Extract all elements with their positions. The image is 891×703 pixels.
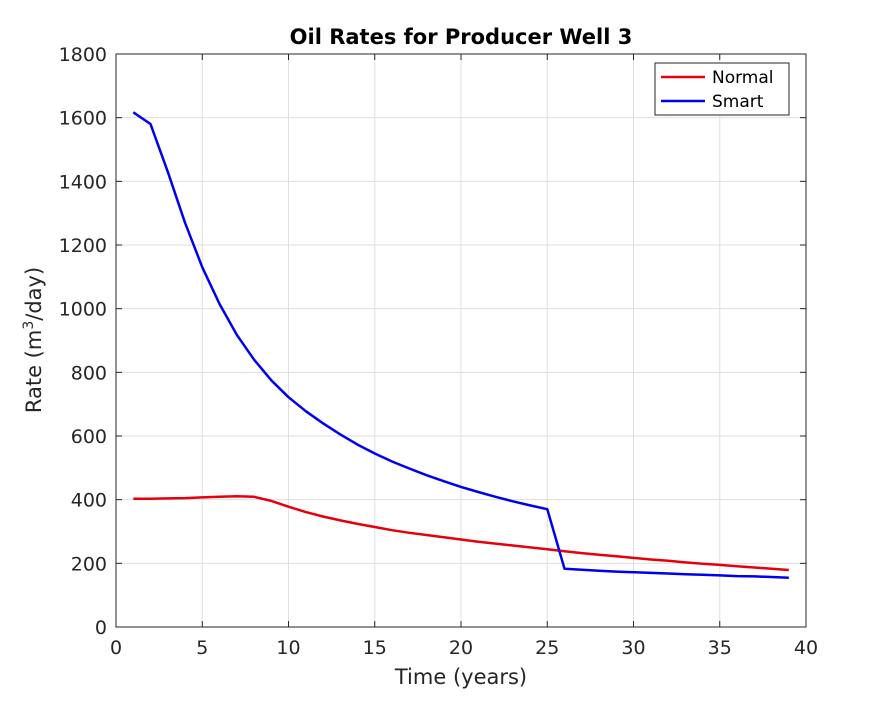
y-tick-label: 800 — [71, 362, 107, 384]
y-tick-label: 1400 — [59, 171, 107, 193]
x-tick-label: 20 — [449, 637, 473, 659]
x-tick-label: 35 — [708, 637, 732, 659]
x-tick-label: 25 — [535, 637, 559, 659]
series-lines — [132, 111, 789, 579]
y-axis-label: Rate (m3/day) — [21, 267, 46, 413]
x-tick-label: 15 — [363, 637, 387, 659]
legend-label-normal: Normal — [712, 68, 774, 88]
grid-lines — [116, 54, 806, 627]
x-tick-label: 5 — [196, 637, 208, 659]
x-tick-label: 30 — [621, 637, 645, 659]
y-tick-label: 400 — [71, 490, 107, 512]
y-tick-label: 200 — [71, 553, 107, 575]
y-tick-label: 1600 — [59, 108, 107, 130]
x-axis-label: Time (years) — [394, 665, 527, 689]
legend: Normal Smart — [654, 62, 790, 116]
chart-title: Oil Rates for Producer Well 3 — [290, 25, 633, 49]
x-tick-label: 10 — [276, 637, 300, 659]
y-tick-label: 0 — [95, 617, 107, 639]
y-tick-label: 1800 — [59, 44, 107, 66]
y-tick-label: 600 — [71, 426, 107, 448]
y-tick-label: 1000 — [59, 299, 107, 321]
series-line-smart — [132, 111, 789, 579]
series-line-normal — [133, 494, 789, 572]
legend-label-smart: Smart — [712, 92, 764, 112]
y-tick-label: 1200 — [59, 235, 107, 257]
legend-box — [654, 62, 790, 116]
x-tick-label: 0 — [110, 637, 122, 659]
x-tick-label: 40 — [794, 637, 818, 659]
axis-ticks: 0 5 10 15 20 25 30 35 40020040060080010001200140… — [59, 44, 818, 659]
